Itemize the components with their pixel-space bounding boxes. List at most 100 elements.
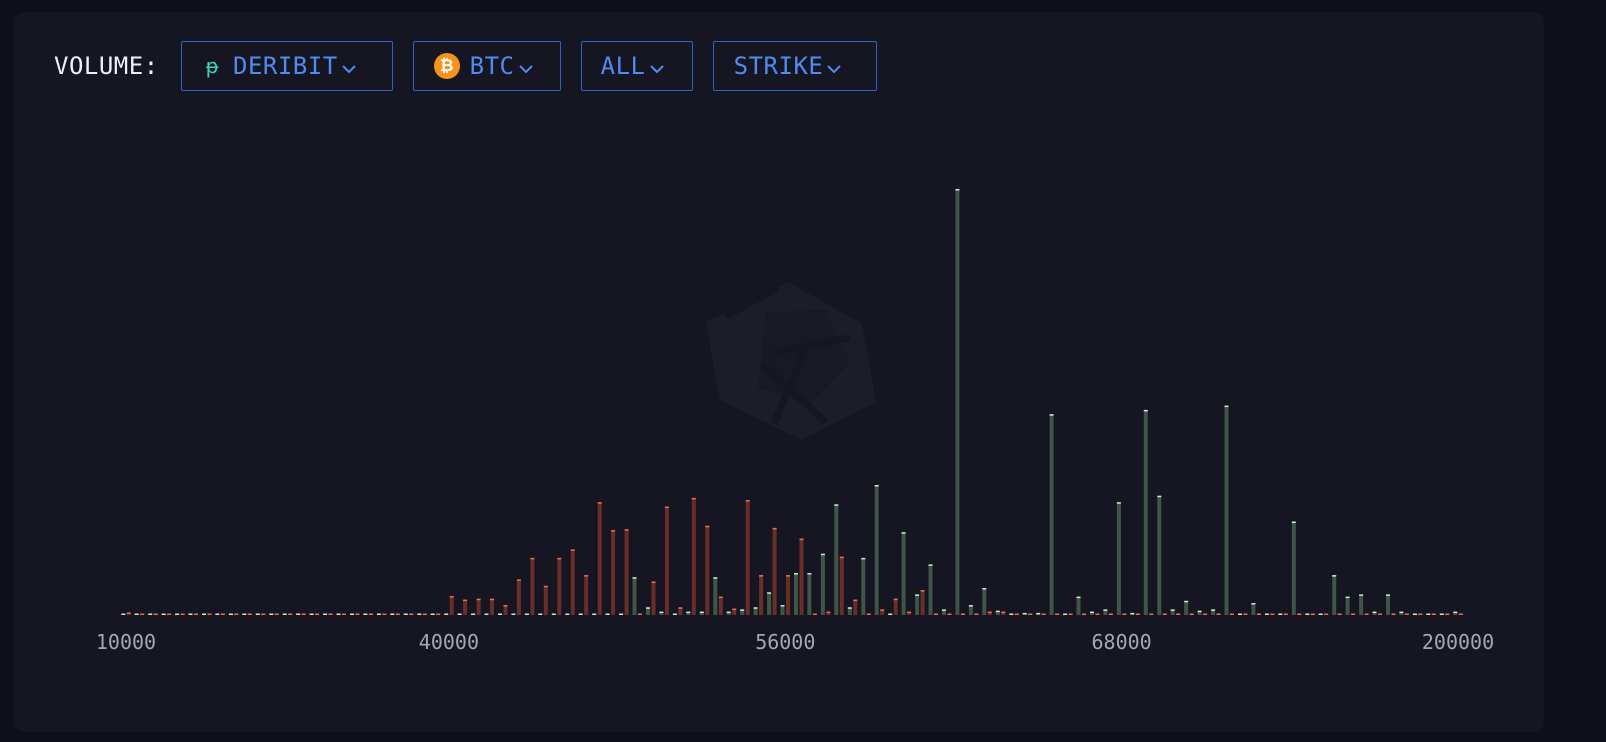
call-volume-bar[interactable] <box>780 605 785 615</box>
call-volume-bar[interactable] <box>1143 409 1148 615</box>
put-volume-bar[interactable] <box>651 581 656 616</box>
call-volume-bar[interactable] <box>632 577 637 615</box>
call-volume-bar-cap <box>1022 612 1027 615</box>
call-volume-bar[interactable] <box>915 594 920 615</box>
call-volume-bar[interactable] <box>861 557 866 615</box>
call-volume-bar[interactable] <box>1332 575 1337 615</box>
put-volume-bar[interactable] <box>772 527 777 615</box>
call-volume-bar[interactable] <box>1090 611 1094 615</box>
put-volume-bar[interactable] <box>907 611 912 615</box>
put-volume-bar[interactable] <box>853 599 858 615</box>
call-volume-bar[interactable] <box>1184 600 1189 615</box>
call-volume-bar[interactable] <box>1157 495 1162 615</box>
call-volume-bar[interactable] <box>659 611 664 615</box>
put-volume-bar[interactable] <box>839 556 844 615</box>
call-volume-bar[interactable] <box>942 609 946 615</box>
put-volume-bar[interactable] <box>705 525 710 615</box>
put-volume-bar[interactable] <box>463 599 468 615</box>
put-volume-bar[interactable] <box>987 611 992 615</box>
call-volume-bar[interactable] <box>928 564 933 615</box>
call-volume-bar[interactable] <box>1359 594 1364 615</box>
call-volume-bar[interactable] <box>1103 609 1108 615</box>
exchange-dropdown[interactable]: ᵽ DERIBIT <box>180 41 393 91</box>
call-volume-bar[interactable] <box>820 553 825 615</box>
put-volume-bar[interactable] <box>530 557 535 615</box>
call-volume-bar[interactable] <box>753 607 758 615</box>
put-volume-bar[interactable] <box>449 596 454 615</box>
call-volume-bar[interactable] <box>982 588 987 615</box>
put-volume-bar[interactable] <box>759 575 764 615</box>
call-volume-bar-cap <box>968 605 973 607</box>
call-volume-bar[interactable] <box>834 504 839 615</box>
x-tick-label: 56000 <box>755 630 815 654</box>
put-volume-bar[interactable] <box>597 502 602 615</box>
put-volume-bar[interactable] <box>786 575 790 615</box>
put-volume-bar-cap <box>234 613 239 615</box>
put-volume-bar[interactable] <box>893 598 898 615</box>
put-volume-bar[interactable] <box>826 611 831 615</box>
call-volume-bar[interactable] <box>1386 594 1390 615</box>
call-volume-bar[interactable] <box>1224 405 1229 615</box>
put-volume-bar[interactable] <box>1001 611 1006 615</box>
call-volume-bar[interactable] <box>968 605 973 615</box>
call-volume-bar[interactable] <box>1197 610 1202 615</box>
call-volume-bar[interactable] <box>1372 611 1377 615</box>
put-volume-bar-cap <box>140 613 145 615</box>
call-volume-bar[interactable] <box>794 573 798 615</box>
put-volume-bar[interactable] <box>880 609 885 615</box>
put-volume-bar[interactable] <box>691 497 696 615</box>
call-volume-bar[interactable] <box>1345 596 1350 615</box>
call-volume-bar[interactable] <box>1211 609 1216 615</box>
call-volume-bar-cap <box>1238 613 1242 615</box>
call-volume-bar[interactable] <box>713 577 718 615</box>
call-volume-bar[interactable] <box>1453 611 1458 615</box>
put-volume-bar[interactable] <box>503 605 508 615</box>
put-volume-bar[interactable] <box>732 608 737 615</box>
put-volume-bar[interactable] <box>584 575 589 615</box>
put-volume-bar[interactable] <box>664 506 669 616</box>
call-volume-bar[interactable] <box>955 189 960 615</box>
put-volume-bar[interactable] <box>611 530 616 615</box>
call-volume-bar[interactable] <box>847 607 852 615</box>
call-volume-bar[interactable] <box>1291 521 1296 616</box>
call-volume-bar-cap <box>1291 521 1296 523</box>
put-volume-bar[interactable] <box>557 557 562 615</box>
put-volume-bar[interactable] <box>570 549 575 615</box>
group-by-dropdown[interactable]: STRIKE <box>712 41 877 91</box>
call-volume-bar[interactable] <box>1116 502 1121 615</box>
put-volume-bar[interactable] <box>624 529 629 615</box>
put-volume-bar-cap <box>1364 613 1369 615</box>
call-volume-bar[interactable] <box>995 610 1000 615</box>
call-volume-bar[interactable] <box>646 607 650 615</box>
put-volume-bar-cap <box>1458 613 1463 615</box>
call-volume-bar[interactable] <box>1076 596 1081 615</box>
call-volume-bar[interactable] <box>874 485 879 615</box>
call-volume-bar[interactable] <box>1170 609 1175 615</box>
call-volume-bar-cap <box>309 613 314 615</box>
call-volume-bar[interactable] <box>686 611 691 615</box>
put-volume-bar[interactable] <box>516 579 521 615</box>
call-volume-bar[interactable] <box>726 611 731 615</box>
call-volume-bar[interactable] <box>807 573 812 615</box>
put-volume-bar[interactable] <box>718 596 723 615</box>
call-volume-bar[interactable] <box>699 611 704 615</box>
call-volume-bar[interactable] <box>1399 611 1404 615</box>
put-volume-bar-cap <box>920 590 925 592</box>
call-volume-bar[interactable] <box>1049 414 1054 615</box>
call-volume-bar[interactable] <box>740 609 745 615</box>
coin-dropdown[interactable]: ₿ BTC <box>412 41 561 91</box>
put-volume-bar[interactable] <box>543 585 548 615</box>
put-volume-bar[interactable] <box>799 538 804 615</box>
call-volume-bar-cap <box>672 613 677 615</box>
put-volume-bar[interactable] <box>476 598 481 615</box>
period-dropdown[interactable]: ALL <box>580 41 693 91</box>
call-volume-bar[interactable] <box>1251 603 1256 615</box>
put-volume-bar[interactable] <box>745 500 750 615</box>
call-volume-bar[interactable] <box>767 592 772 615</box>
put-volume-bar[interactable] <box>678 607 683 615</box>
call-volume-bar-cap <box>323 613 328 615</box>
call-volume-bar[interactable] <box>901 532 906 615</box>
put-volume-bar[interactable] <box>920 590 925 615</box>
volume-title: VOLUME: <box>54 52 159 80</box>
put-volume-bar[interactable] <box>490 598 494 615</box>
